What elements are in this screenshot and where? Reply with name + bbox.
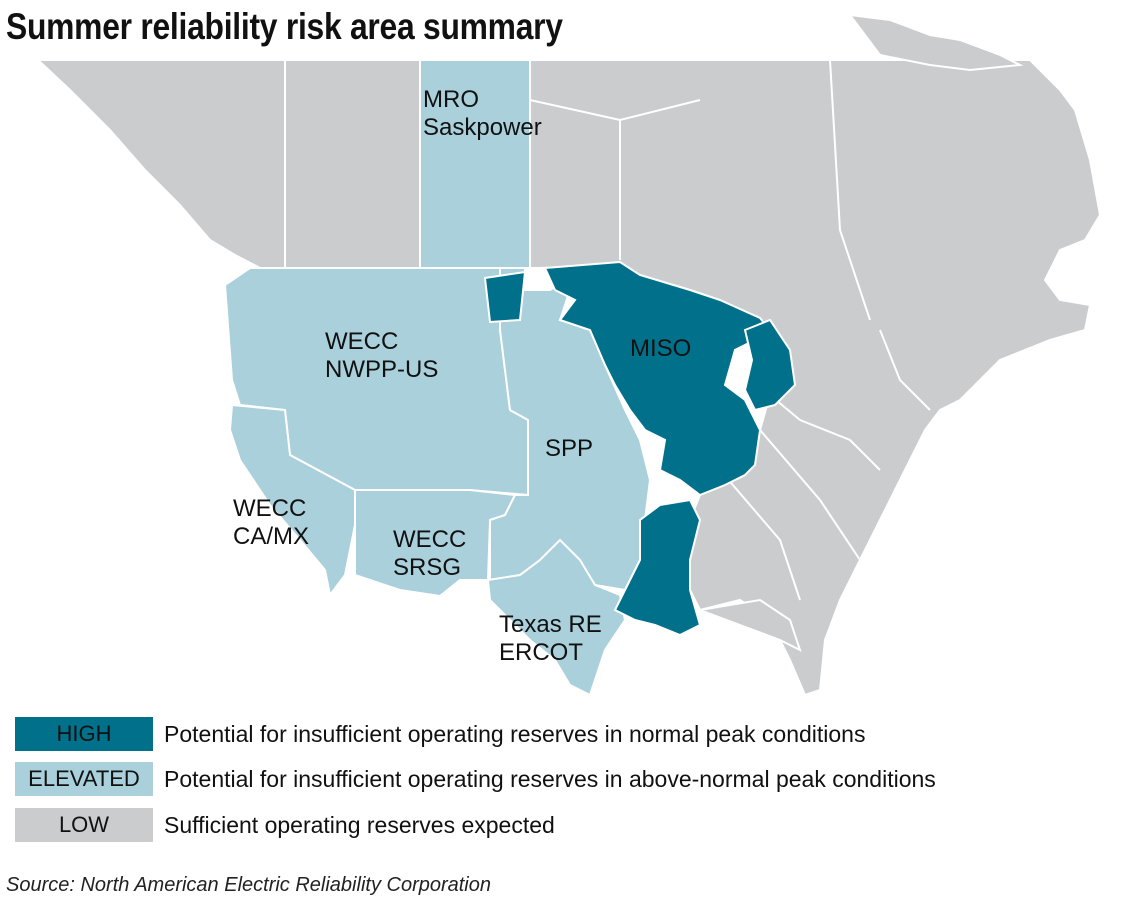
region-wecc-srsg	[354, 489, 517, 598]
label-wecc-nwpp-us-line2: NWPP-US	[325, 356, 439, 383]
label-wecc-srsg-line2: SRSG	[393, 554, 462, 581]
region-mro-saskpower	[419, 59, 531, 269]
region-miso-north-tip	[483, 270, 527, 324]
risk-map	[38, 15, 1100, 697]
label-wecc-srsg: WECC SRSG	[393, 526, 466, 582]
label-texas-re-ercot: Texas RE ERCOT	[499, 611, 602, 667]
map-title: Summer reliability risk area summary	[6, 6, 563, 47]
legend-row-low: LOW Sufficient operating reserves expect…	[15, 808, 555, 842]
label-wecc-srsg-line1: WECC	[393, 526, 467, 553]
label-mro-saskpower-line1: MRO	[423, 86, 479, 113]
label-texas-re-ercot-line2: ERCOT	[499, 639, 583, 666]
region-miso-south	[613, 498, 702, 637]
region-texas-re-ercot	[486, 538, 627, 697]
label-wecc-ca-mx-line1: WECC	[233, 495, 307, 522]
legend-row-high: HIGH Potential for insufficient operatin…	[15, 717, 865, 751]
elevated-risk-areas	[223, 59, 652, 697]
label-wecc-nwpp-us-line1: WECC	[325, 328, 399, 355]
legend-swatch-elevated: ELEVATED	[15, 762, 153, 796]
label-wecc-ca-mx-line2: CA/MX	[233, 523, 310, 550]
label-texas-re-ercot-line1: Texas RE	[499, 611, 602, 638]
region-spp	[489, 267, 652, 592]
legend-row-elevated: ELEVATED Potential for insufficient oper…	[15, 762, 936, 796]
label-mro-saskpower-line2: Saskpower	[423, 114, 542, 141]
legend-text-elevated: Potential for insufficient operating res…	[164, 765, 936, 792]
label-wecc-ca-mx: WECC CA/MX	[233, 495, 309, 551]
label-mro-saskpower: MRO Saskpower	[423, 86, 542, 142]
legend-swatch-low: LOW	[15, 808, 153, 842]
legend-text-low: Sufficient operating reserves expected	[164, 811, 555, 838]
source-note: Source: North American Electric Reliabil…	[6, 874, 491, 896]
label-wecc-nwpp-us: WECC NWPP-US	[325, 328, 438, 384]
region-miso-michigan	[743, 318, 797, 412]
high-risk-areas	[483, 260, 797, 637]
region-miso	[543, 260, 772, 497]
label-miso: MISO	[630, 335, 692, 362]
region-wecc-ca-mx	[228, 403, 356, 598]
label-spp: SPP	[545, 435, 594, 462]
legend-text-high: Potential for insufficient operating res…	[164, 720, 866, 747]
legend-swatch-high: HIGH	[15, 717, 153, 751]
